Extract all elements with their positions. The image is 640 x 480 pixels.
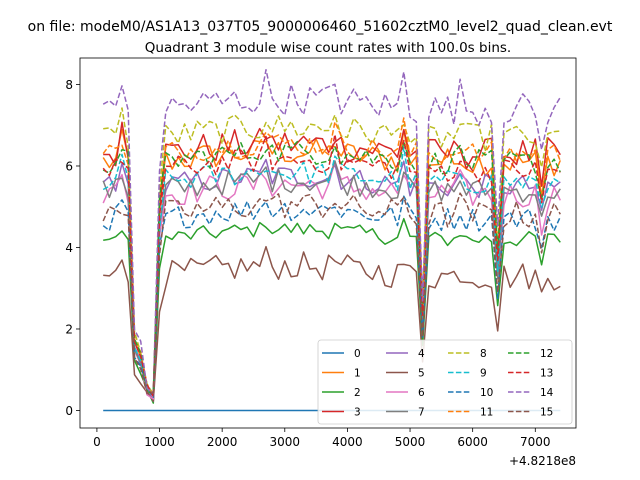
x-tick-label: 2000 [207, 435, 238, 449]
x-tick-label: 6000 [457, 435, 488, 449]
y-tick-label: 8 [65, 78, 73, 92]
x-tick-label: 3000 [270, 435, 301, 449]
legend-entry-14: 14 [508, 387, 554, 399]
series-line-10 [102, 195, 561, 398]
y-tick-label: 2 [65, 322, 73, 336]
series-line-2 [103, 217, 561, 404]
series-line-13 [102, 133, 561, 398]
legend-label: 8 [480, 348, 487, 360]
x-tick-label: 5000 [395, 435, 426, 449]
x-axis: 0 1000 2000 3000 4000 5000 6000 7000 [93, 428, 551, 449]
legend-entry-0: 0 [322, 348, 361, 360]
legend-label: 10 [480, 387, 493, 399]
y-tick-label: 6 [65, 159, 73, 173]
legend-label: 3 [354, 407, 361, 419]
plot-frame [79, 57, 577, 429]
x-tick-label: 4000 [332, 435, 363, 449]
y-axis: 0 2 4 6 8 [65, 78, 80, 418]
legend-entry-2: 2 [322, 387, 361, 399]
legend-label: 14 [540, 387, 554, 399]
legend-label: 0 [354, 348, 361, 360]
legend-entry-1: 1 [322, 368, 361, 380]
series-line-14 [102, 68, 561, 394]
legend-entry-12: 12 [508, 348, 553, 360]
legend-entry-5: 5 [386, 368, 425, 380]
series-line-12 [102, 140, 561, 395]
figure-suptitle: on file: modeM0/AS1A13_037T05_9000006460… [28, 19, 613, 35]
legend-entry-8: 8 [448, 348, 487, 360]
legend-entry-7: 7 [386, 407, 425, 419]
x-tick-label: 0 [93, 435, 101, 449]
chart-title: Quadrant 3 module wise count rates with … [145, 40, 511, 56]
legend-label: 9 [480, 368, 487, 380]
series-line-8 [103, 107, 561, 396]
legend-label: 11 [480, 407, 493, 419]
series-line-9 [102, 146, 561, 397]
legend-label: 5 [418, 368, 425, 380]
legend-entry-3: 3 [322, 407, 361, 419]
series-layer [102, 68, 561, 412]
legend-label: 15 [540, 407, 553, 419]
legend-label: 7 [418, 407, 425, 419]
series-line-3 [103, 121, 561, 401]
legend-label: 1 [354, 368, 361, 380]
legend-label: 2 [354, 387, 361, 399]
legend-label: 12 [540, 348, 553, 360]
y-tick-label: 4 [65, 241, 73, 255]
legend-label: 13 [540, 368, 553, 380]
legend-entry-13: 13 [508, 368, 553, 380]
legend-label: 4 [418, 348, 425, 360]
legend-entry-10: 10 [448, 387, 493, 399]
series-line-5 [103, 245, 561, 402]
legend-label: 6 [418, 387, 425, 399]
legend-entry-4: 4 [386, 348, 425, 360]
x-offset-label: +4.8218e8 [509, 454, 576, 468]
legend-entry-9: 9 [448, 368, 487, 380]
legend-entry-15: 15 [508, 407, 553, 419]
legend-entry-11: 11 [448, 407, 493, 419]
x-tick-label: 7000 [520, 435, 551, 449]
legend-box [317, 339, 573, 425]
series-line-15 [102, 192, 561, 395]
legend-entry-6: 6 [386, 387, 425, 399]
x-tick-label: 1000 [144, 435, 175, 449]
y-tick-label: 0 [65, 404, 73, 418]
